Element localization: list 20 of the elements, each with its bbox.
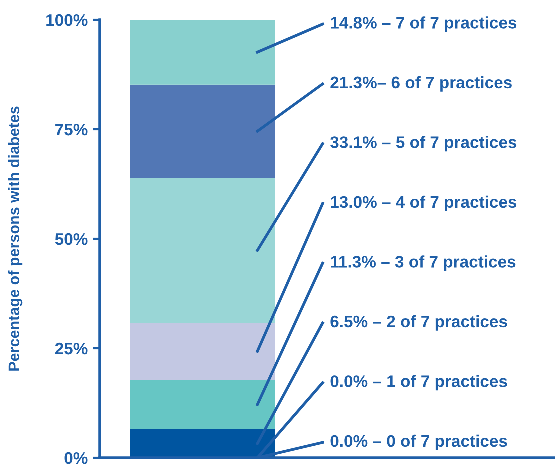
bar [130,84,276,178]
bar [130,20,276,85]
bar [130,380,276,430]
bar [130,430,276,458]
y-tick-label: 100% [46,14,88,26]
y-axis-title: Percentage of persons with diabetes [8,106,23,371]
legend-label: 0.0% – 0 of 7 practices [330,434,508,450]
bar [130,178,276,324]
bar [130,323,276,380]
text: 21.3%– 6 of 7 practices [330,76,512,92]
y-tick-label: 25% [55,342,88,355]
y-tick-label: 50% [55,233,88,246]
text: 33.1% – 5 of 7 practices [330,136,517,152]
text: 0.0% – 1 of 7 practices [330,375,508,391]
text: 6.5% – 2 of 7 practices [330,315,508,331]
text: 14.8% – 7 of 7 practices [331,16,517,32]
text: 11.3% – 3 of 7 practices [331,256,516,272]
y-tick-label: 0% [64,452,88,464]
text: 13.0% – 4 of 7 practices [331,196,517,212]
y-tick-label: 75% [56,124,88,136]
